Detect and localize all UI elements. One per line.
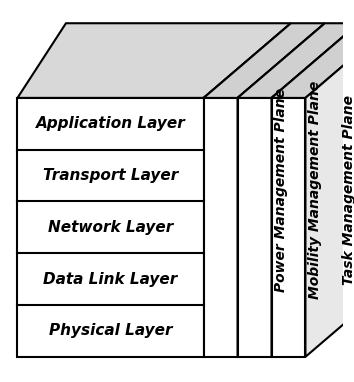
Polygon shape	[238, 23, 354, 98]
Polygon shape	[204, 23, 325, 98]
Text: Application Layer: Application Layer	[36, 116, 185, 131]
Polygon shape	[238, 98, 272, 357]
Polygon shape	[272, 23, 354, 98]
Polygon shape	[204, 98, 238, 357]
Polygon shape	[272, 23, 354, 357]
Text: Transport Layer: Transport Layer	[43, 168, 178, 183]
Polygon shape	[17, 98, 204, 357]
Text: Task Management Plane: Task Management Plane	[342, 95, 354, 285]
Text: Mobility Management Plane: Mobility Management Plane	[308, 81, 322, 299]
Polygon shape	[17, 23, 291, 98]
Polygon shape	[204, 23, 291, 357]
Text: Network Layer: Network Layer	[48, 220, 173, 235]
Text: Data Link Layer: Data Link Layer	[44, 272, 178, 286]
Polygon shape	[238, 23, 325, 357]
Polygon shape	[306, 23, 354, 357]
Polygon shape	[272, 98, 306, 357]
Text: Physical Layer: Physical Layer	[49, 324, 172, 338]
Text: Power Management Plane: Power Management Plane	[274, 88, 288, 292]
